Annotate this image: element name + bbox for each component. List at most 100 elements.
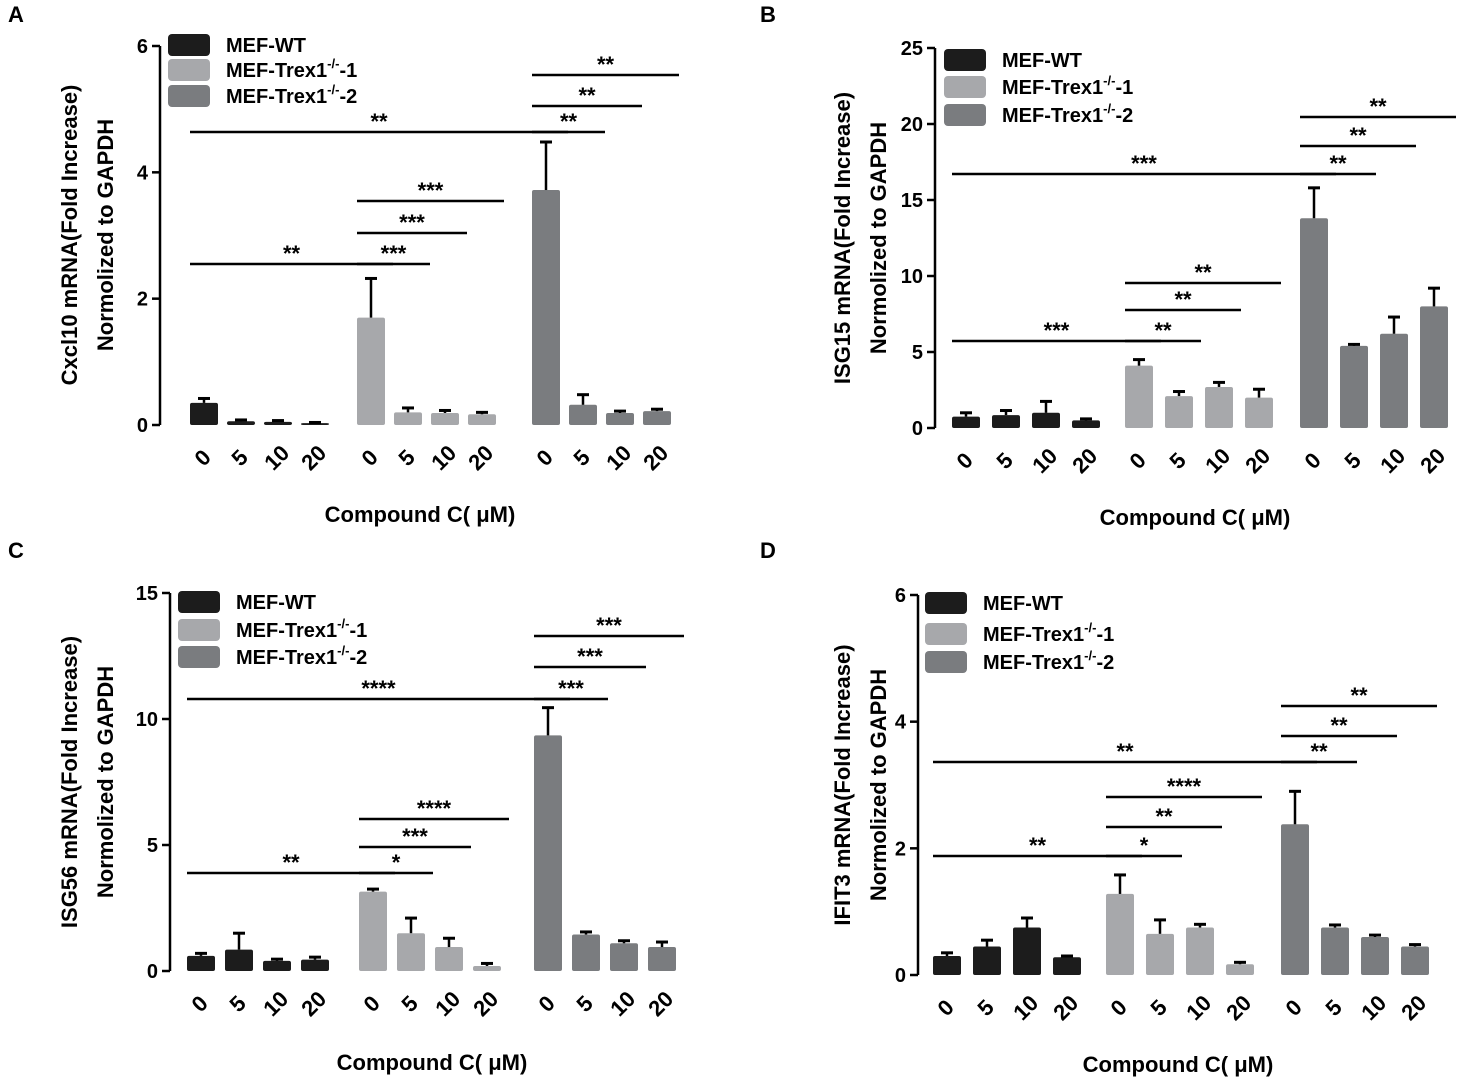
bar <box>1072 420 1100 428</box>
legend-suffix: -2 <box>349 647 367 669</box>
significance-label: *** <box>596 613 622 638</box>
x-tick-label: 5 <box>973 995 999 1021</box>
y-axis-label: Cxcl10 mRNA(Fold Increase) <box>57 85 82 386</box>
significance-label: *** <box>402 824 428 849</box>
x-tick-label: 0 <box>357 445 383 471</box>
y-tick-label: 15 <box>136 583 158 605</box>
x-tick-label: 10 <box>1027 443 1062 478</box>
y-axis-label: ISG56 mRNA(Fold Increase) <box>57 636 82 928</box>
legend-label: MEF-Trex1-/--1 <box>236 616 367 642</box>
legend-swatch <box>178 619 220 641</box>
significance-label: * <box>392 850 401 875</box>
significance-label: ** <box>1155 804 1173 829</box>
y-tick-label: 4 <box>895 712 907 734</box>
significance-label: ** <box>1174 287 1192 312</box>
x-axis-label: Compound C( μM) <box>1100 505 1291 530</box>
y-axis-label-2: Normolized to GAPDH <box>93 666 118 898</box>
bar <box>468 414 496 425</box>
significance-label: ** <box>1350 683 1368 708</box>
legend-label-text: MEF-WT <box>1002 50 1082 72</box>
x-tick-label: 0 <box>1125 448 1151 474</box>
x-tick-label: 10 <box>1356 990 1391 1025</box>
y-tick-label: 20 <box>901 114 923 136</box>
legend-label: MEF-WT <box>1002 50 1082 72</box>
x-tick-label: 0 <box>190 445 216 471</box>
legend-swatch <box>925 623 967 645</box>
bar <box>1226 964 1254 975</box>
significance-label: *** <box>399 210 425 235</box>
bar <box>1401 946 1429 975</box>
y-axis-label: ISG15 mRNA(Fold Increase) <box>830 92 855 384</box>
bar <box>187 955 215 971</box>
x-tick-label: 10 <box>605 986 640 1021</box>
legend-suffix: -1 <box>1115 77 1133 99</box>
y-tick-label: 5 <box>912 342 923 364</box>
legend-superscript: -/- <box>1103 101 1115 116</box>
legend-swatch <box>178 646 220 668</box>
bar <box>992 415 1020 428</box>
legend-label: MEF-WT <box>226 35 306 57</box>
bar <box>1281 824 1309 975</box>
significance-label: ** <box>597 52 615 77</box>
legend-swatch <box>925 651 967 673</box>
y-tick-label: 0 <box>137 415 148 437</box>
legend-swatch <box>925 592 967 614</box>
legend-superscript: -/- <box>1084 648 1096 663</box>
x-tick-label: 5 <box>397 991 423 1017</box>
x-tick-label: 10 <box>1200 443 1235 478</box>
x-tick-label: 20 <box>296 440 331 475</box>
bar <box>532 190 560 425</box>
bar <box>610 943 638 971</box>
bar <box>357 317 385 425</box>
x-tick-label: 5 <box>1146 995 1172 1021</box>
legend-superscript: -/- <box>337 616 349 631</box>
y-tick-label: 0 <box>895 965 906 987</box>
x-tick-label: 0 <box>187 991 213 1017</box>
legend-superscript: -/- <box>327 56 339 71</box>
legend-suffix: -2 <box>339 86 357 108</box>
legend-swatch <box>168 34 210 56</box>
x-tick-label: 10 <box>1375 443 1410 478</box>
panel-letter: D <box>760 538 776 563</box>
legend-label-text: MEF-Trex1 <box>226 60 327 82</box>
legend-swatch <box>944 49 986 71</box>
bar <box>1053 957 1081 975</box>
bar <box>569 404 597 425</box>
y-tick-label: 6 <box>895 585 906 607</box>
x-tick-label: 0 <box>952 448 978 474</box>
x-tick-label: 0 <box>534 991 560 1017</box>
bar <box>264 421 292 425</box>
x-tick-label: 20 <box>468 986 503 1021</box>
legend-label: MEF-Trex1-/--1 <box>983 620 1114 646</box>
legend-swatch <box>168 59 210 81</box>
bar <box>359 891 387 971</box>
x-tick-label: 20 <box>463 440 498 475</box>
x-tick-label: 5 <box>394 445 420 471</box>
bar <box>606 412 634 425</box>
x-tick-label: 0 <box>1281 995 1307 1021</box>
bar <box>933 956 961 975</box>
significance-label: ** <box>1349 123 1367 148</box>
bar <box>1146 933 1174 975</box>
bar <box>301 959 329 971</box>
bar <box>1361 937 1389 975</box>
x-tick-label: 5 <box>227 445 253 471</box>
x-tick-label: 20 <box>1067 443 1102 478</box>
legend-label-text: MEF-Trex1 <box>236 620 337 642</box>
bar <box>1205 386 1233 428</box>
legend-superscript: -/- <box>1084 620 1096 635</box>
significance-label: ** <box>578 83 596 108</box>
bar <box>1032 412 1060 428</box>
bar <box>1165 396 1193 428</box>
significance-label: ** <box>1329 151 1347 176</box>
legend-label-text: MEF-Trex1 <box>983 624 1084 646</box>
x-tick-label: 20 <box>1240 443 1275 478</box>
significance-label: * <box>1140 833 1149 858</box>
significance-label: **** <box>361 676 396 701</box>
y-tick-label: 6 <box>137 36 148 58</box>
legend-superscript: -/- <box>1103 73 1115 88</box>
bar <box>572 934 600 971</box>
significance-label: ** <box>1330 713 1348 738</box>
bar <box>1300 218 1328 428</box>
